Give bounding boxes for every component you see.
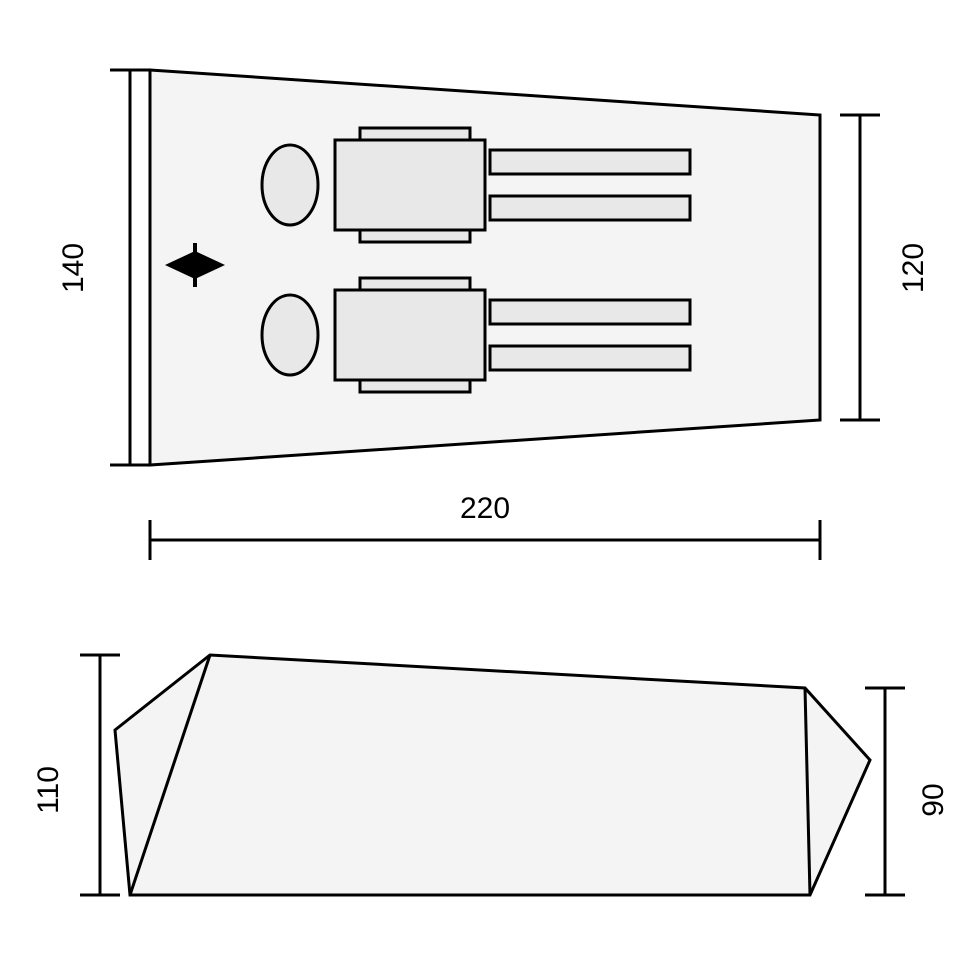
person-leg [490,150,690,174]
person-leg [490,346,690,370]
person-head [262,295,318,375]
dimension-label: 120 [897,243,930,293]
dimension-label: 110 [32,766,65,814]
person-leg [490,196,690,220]
dimension-label: 220 [460,492,510,525]
person-arm [360,278,470,290]
tent-dimension-diagram: 140 120 220 110 90 [0,0,960,960]
person-torso [335,290,485,380]
dimension-label: 90 [917,783,950,816]
tent-side-outline [115,655,870,895]
person-arm [360,380,470,392]
person-arm [360,230,470,242]
person-torso [335,140,485,230]
person-head [262,145,318,225]
dimension-label: 140 [57,243,90,293]
person-leg [490,300,690,324]
person-arm [360,128,470,140]
tent-top-outline [150,70,820,465]
